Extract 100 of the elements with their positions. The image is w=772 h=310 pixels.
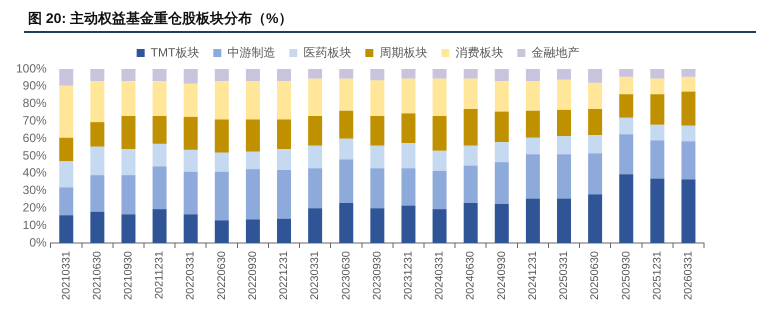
bar (214, 152, 229, 172)
bar (59, 215, 74, 244)
bar (308, 168, 322, 208)
bar (432, 78, 447, 116)
bar (650, 124, 664, 140)
legend-label: 金融地产 (531, 45, 580, 60)
bar (246, 152, 260, 170)
bar (152, 116, 167, 144)
bar (184, 116, 198, 150)
bar (339, 138, 354, 160)
bar (432, 209, 447, 244)
bar (432, 170, 447, 210)
legend-label: 消费板块 (455, 45, 504, 60)
bar (277, 69, 292, 82)
x-tick-label: 20211231 (154, 251, 166, 300)
bar (121, 116, 136, 150)
x-tick-label: 20230630 (340, 251, 352, 300)
bar (494, 81, 509, 112)
bar (339, 160, 354, 204)
bar (370, 116, 384, 146)
bar (152, 69, 167, 82)
x-tick-label: 20210331 (60, 251, 72, 300)
x-tick-label: 20210630 (91, 251, 104, 300)
bar (184, 69, 198, 84)
bar (557, 198, 572, 244)
bar (214, 81, 229, 120)
bar (246, 81, 260, 120)
bar (246, 119, 260, 152)
y-tick-label: 90% (22, 78, 48, 93)
bar (464, 78, 478, 110)
bar (90, 69, 104, 82)
bar (308, 116, 322, 146)
bar (184, 150, 198, 172)
y-tick-label: 40% (22, 166, 48, 180)
x-tick-label: 20241231 (526, 251, 539, 300)
bar (339, 110, 354, 139)
y-tick-label: 70% (22, 114, 48, 128)
x-tick-label: 20240930 (496, 251, 508, 300)
bar (557, 154, 572, 199)
bar (464, 69, 478, 79)
x-tick-label: 20231231 (402, 251, 414, 300)
bar (494, 204, 509, 244)
bar (464, 203, 478, 244)
bar (681, 141, 696, 180)
bar (650, 78, 664, 94)
bar (339, 78, 354, 111)
x-tick-label: 20221231 (278, 251, 290, 300)
bar (308, 78, 322, 116)
bar (588, 194, 602, 244)
x-tick-label: 20210930 (122, 251, 134, 300)
bar (619, 76, 634, 94)
y-tick-label: 30% (22, 183, 48, 198)
bar (90, 122, 104, 146)
bar (308, 208, 322, 244)
bar (401, 168, 416, 206)
bar (152, 144, 167, 166)
bar (619, 134, 634, 174)
x-tick-label: 20250331 (558, 251, 570, 300)
bar (121, 69, 136, 82)
bar (308, 146, 322, 168)
x-tick-label: 20260331 (682, 251, 694, 300)
bar (619, 174, 634, 244)
bar (432, 150, 447, 171)
bar (588, 153, 602, 194)
bar (277, 218, 292, 244)
y-tick-label: 0% (29, 235, 48, 250)
bar (588, 109, 602, 136)
bar (401, 142, 416, 168)
y-tick-label: 60% (22, 130, 48, 145)
bar (588, 69, 602, 83)
bar (494, 112, 509, 142)
bar (308, 69, 322, 79)
bar (401, 113, 416, 143)
bar (619, 94, 634, 118)
bar (526, 110, 540, 138)
bar (121, 175, 136, 214)
bar (246, 169, 260, 220)
bar (526, 198, 540, 244)
bar (59, 187, 74, 216)
bar (121, 149, 136, 176)
bar (152, 209, 167, 244)
bar (464, 166, 478, 204)
bar (214, 220, 229, 244)
bar (681, 69, 696, 77)
bar (184, 84, 198, 117)
legend-label: 中游制造 (227, 45, 276, 60)
bar (277, 170, 292, 219)
x-tick-label: 20251231 (651, 251, 664, 300)
bar (121, 214, 136, 244)
bar (277, 119, 292, 150)
x-tick-label: 20250930 (620, 251, 632, 300)
x-tick-label: 20220930 (246, 251, 259, 300)
x-tick-label: 20220331 (184, 251, 197, 300)
bar (557, 136, 572, 154)
bar (526, 69, 540, 82)
legend-label: 周期板块 (379, 45, 428, 60)
bar (277, 149, 292, 170)
bar (494, 69, 509, 82)
y-tick-label: 10% (22, 218, 48, 232)
y-tick-label: 20% (22, 200, 48, 215)
